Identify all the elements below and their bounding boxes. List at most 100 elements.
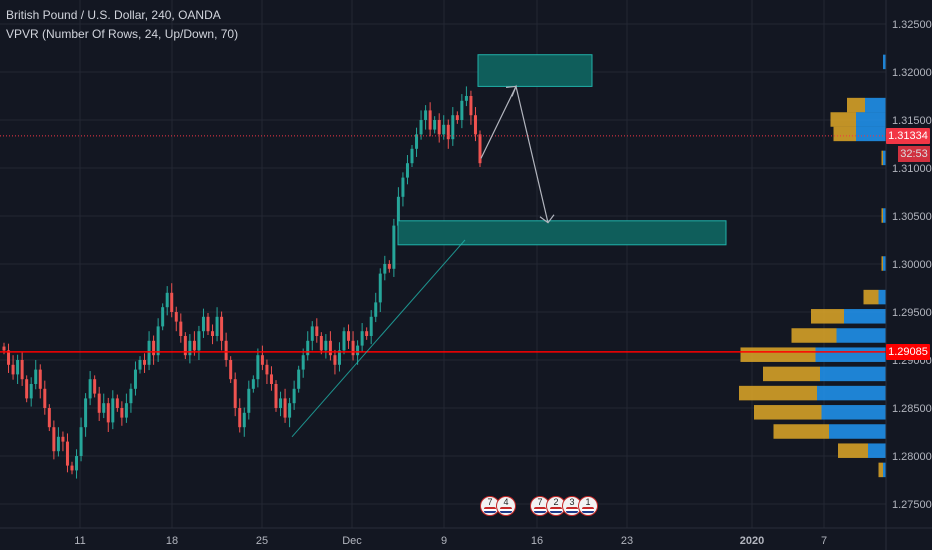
candle-body bbox=[269, 374, 273, 384]
candle-body bbox=[433, 120, 437, 130]
candle-body bbox=[392, 225, 396, 269]
drawings[interactable] bbox=[0, 54, 886, 438]
candle-body bbox=[147, 340, 151, 365]
x-tick-label: 25 bbox=[256, 535, 268, 547]
lower-target-zone bbox=[397, 220, 727, 246]
volume-profile-up-bar bbox=[815, 347, 886, 362]
us-flag-icon bbox=[566, 507, 578, 513]
candle-body bbox=[220, 316, 224, 341]
candle-body bbox=[405, 163, 409, 178]
volume-profile-down-bar bbox=[763, 366, 820, 382]
volume-profile-down-bar bbox=[830, 112, 856, 127]
x-tick-label: 11 bbox=[74, 535, 85, 547]
candle-body bbox=[192, 340, 196, 351]
candle-body bbox=[365, 331, 369, 336]
candle-body bbox=[374, 302, 378, 317]
volume-profile-up-bar bbox=[836, 328, 886, 343]
candle-body bbox=[111, 398, 115, 423]
candle-body bbox=[165, 292, 169, 308]
candle-body bbox=[274, 384, 278, 408]
candle-body bbox=[292, 388, 296, 404]
candle-body bbox=[75, 456, 79, 471]
trendline bbox=[291, 239, 466, 438]
candle-body bbox=[324, 340, 328, 351]
candle-body bbox=[34, 369, 38, 384]
candle-body bbox=[251, 379, 255, 389]
economic-event-marker[interactable]: 4 bbox=[496, 496, 516, 516]
candle-body bbox=[229, 360, 233, 380]
volume-profile-down-bar bbox=[847, 97, 865, 113]
candle-body bbox=[201, 316, 205, 332]
candle-body bbox=[337, 350, 341, 365]
candle-body bbox=[437, 120, 441, 135]
volume-profile-down-bar bbox=[838, 443, 868, 458]
candle-body bbox=[288, 403, 292, 418]
y-tick-label: 1.28500 bbox=[892, 403, 932, 415]
candle-body bbox=[152, 340, 156, 356]
volume-profile-up-bar bbox=[829, 424, 886, 439]
volume-profile-down-bar bbox=[811, 309, 844, 324]
candle-body bbox=[328, 340, 332, 356]
grid-lines bbox=[0, 0, 886, 528]
candle-body bbox=[387, 264, 391, 269]
volume-profile-down-bar bbox=[881, 256, 883, 271]
candlestick-series[interactable] bbox=[2, 86, 482, 479]
candle-body bbox=[61, 436, 65, 442]
horizontal-line-price-label: 1.29085 bbox=[886, 343, 930, 360]
candle-body bbox=[260, 355, 264, 365]
volume-profile-down-bar bbox=[754, 405, 822, 420]
candle-body bbox=[133, 369, 137, 389]
volume-profile-up-bar bbox=[883, 462, 886, 478]
candle-body bbox=[301, 355, 305, 370]
volume-profile-up-bar bbox=[821, 405, 886, 420]
candle-body bbox=[47, 408, 51, 428]
candle-body bbox=[143, 360, 147, 365]
candle-body bbox=[478, 134, 482, 164]
volume-profile-down-bar bbox=[791, 328, 837, 343]
last-price-label: 1.31334 bbox=[886, 127, 930, 144]
arrowhead-up bbox=[505, 85, 517, 97]
candle-body bbox=[247, 388, 251, 413]
candle-body bbox=[383, 264, 387, 274]
candle-body bbox=[7, 350, 11, 365]
candle-body bbox=[224, 340, 228, 360]
candle-body bbox=[297, 369, 301, 389]
candle-body bbox=[256, 355, 260, 380]
candle-body bbox=[410, 148, 414, 164]
candle-body bbox=[315, 326, 319, 336]
volume-profile-down-bar bbox=[773, 424, 829, 439]
candle-body bbox=[342, 331, 346, 351]
candle-body bbox=[170, 292, 174, 312]
indicator-title[interactable]: VPVR (Number Of Rows, 24, Up/Down, 70) bbox=[6, 27, 239, 41]
candle-body bbox=[442, 124, 446, 135]
symbol-title[interactable]: British Pound / U.S. Dollar, 240, OANDA bbox=[6, 8, 221, 22]
candle-body bbox=[455, 115, 459, 120]
volume-profile-down-bar bbox=[863, 289, 879, 305]
candle-body bbox=[215, 316, 219, 336]
candle-body bbox=[473, 115, 477, 135]
projection-arrow-path bbox=[480, 84, 549, 223]
candle-body bbox=[20, 360, 24, 380]
candle-body bbox=[306, 340, 310, 356]
volume-profile-up-bar bbox=[856, 112, 886, 127]
economic-event-marker[interactable]: 1 bbox=[578, 496, 598, 516]
candle-body bbox=[265, 364, 269, 375]
candle-body bbox=[347, 331, 351, 341]
candle-body bbox=[333, 355, 337, 365]
candle-body bbox=[93, 379, 97, 394]
x-tick-label: 23 bbox=[621, 535, 633, 547]
volume-profile-up-bar bbox=[883, 208, 886, 223]
volume-profile-up-bar bbox=[878, 289, 886, 305]
economic-event-marker[interactable]: 7 bbox=[530, 496, 550, 516]
volume-profile-down-bar bbox=[881, 208, 883, 223]
x-tick-label: 16 bbox=[531, 535, 543, 547]
candle-body bbox=[396, 196, 400, 226]
candle-body bbox=[242, 412, 246, 428]
upper-supply-zone bbox=[477, 54, 593, 87]
candle-body bbox=[351, 340, 355, 356]
x-tick-label: 9 bbox=[441, 535, 447, 547]
candle-body bbox=[319, 336, 323, 351]
